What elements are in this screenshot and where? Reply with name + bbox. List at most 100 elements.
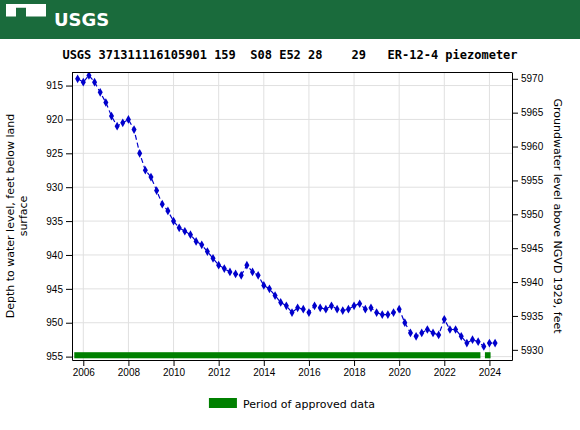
tick-label: 915 [46, 80, 63, 91]
data-point [340, 306, 345, 315]
data-point [301, 305, 306, 314]
data-point [103, 98, 108, 107]
tick-label: 5960 [521, 141, 544, 152]
tick-mark [354, 360, 355, 366]
data-point [357, 299, 362, 308]
data-point [397, 305, 402, 314]
legend-item: Period of approved data [209, 398, 375, 411]
tick-mark [66, 289, 72, 290]
data-point [132, 125, 137, 134]
y-axis-title: Depth to water level, feet below landsur… [4, 114, 30, 319]
tick-label: 2022 [434, 367, 457, 378]
title: USGS 371311116105901 159 S08 E52 28 29 E… [62, 48, 517, 62]
header-bar [0, 0, 580, 39]
data-point [335, 305, 340, 314]
y2-axis: 593059355940594559505955596059655970 [512, 73, 544, 361]
tick-label: 950 [46, 317, 63, 328]
data-point [289, 308, 294, 317]
grid-line-x [218, 72, 219, 360]
tick: 2014 [253, 360, 276, 378]
data-point [211, 254, 216, 263]
tick-mark [66, 255, 72, 256]
x-axis: 2006200820102012201420162018202020222024 [73, 360, 513, 378]
tick-mark [66, 153, 72, 154]
tick-label: 5955 [521, 175, 544, 186]
y-axis: 915920925930935940945950955 [46, 73, 72, 363]
data-point [442, 315, 447, 324]
tick: 5950 [512, 209, 544, 220]
tick-label: 5935 [521, 311, 544, 322]
tick-label: 935 [46, 216, 63, 227]
data-point [436, 331, 441, 340]
data-point [408, 329, 413, 338]
data-point [199, 240, 204, 249]
data-point [92, 78, 97, 87]
tick-label: 5940 [521, 277, 544, 288]
header-icon-wave [6, 8, 46, 35]
data-point [447, 325, 452, 334]
tick-label: 5950 [521, 209, 544, 220]
data-point [233, 270, 238, 279]
tick: 2022 [434, 360, 457, 378]
data-point [256, 271, 261, 280]
tick: 2012 [208, 360, 231, 378]
data-point [182, 227, 187, 236]
data-point [363, 305, 368, 314]
data-point [250, 268, 255, 277]
grid-line-y [72, 288, 512, 289]
data-point [120, 118, 125, 127]
data-point [374, 308, 379, 317]
tick: 2020 [389, 360, 412, 378]
tick: 5945 [512, 243, 544, 254]
tick-mark [66, 86, 72, 87]
data-point [148, 173, 153, 182]
tick-label: 940 [46, 250, 63, 261]
tick: 2016 [298, 360, 321, 378]
approved-band [485, 352, 491, 358]
data-point [239, 271, 244, 280]
data-point [160, 200, 165, 209]
data-point [188, 230, 193, 239]
data-point [493, 339, 498, 348]
header-text: USGS [54, 9, 109, 30]
tick-mark [264, 360, 265, 366]
approved-band [74, 352, 480, 358]
tick: 5955 [512, 175, 544, 186]
data-point [261, 281, 266, 290]
tick-mark [512, 147, 518, 148]
tick: 950 [46, 317, 72, 328]
tick-label: 955 [46, 351, 63, 362]
legend-label: Period of approved data [243, 398, 375, 411]
legend-swatch [209, 398, 237, 408]
grid-line-y [72, 119, 512, 120]
tick: 2008 [118, 360, 141, 378]
data-point [154, 186, 159, 195]
data-point [414, 332, 419, 341]
tick: 5965 [512, 107, 544, 118]
data-point [306, 308, 311, 317]
data-point [380, 310, 385, 319]
tick: 925 [46, 148, 72, 159]
tick-mark [128, 360, 129, 366]
grid-line-x [173, 72, 174, 360]
tick-label: 2010 [163, 367, 186, 378]
data-point [75, 74, 80, 83]
tick-label: 945 [46, 284, 63, 295]
tick: 2018 [343, 360, 366, 378]
tick-label: 5970 [521, 73, 544, 84]
tick-mark [66, 357, 72, 358]
tick-mark [399, 360, 400, 366]
data-point [318, 303, 323, 312]
tick-mark [512, 113, 518, 114]
data-point [431, 329, 436, 338]
tick-mark [309, 360, 310, 366]
data-point [391, 308, 396, 317]
grid-line-x [263, 72, 264, 360]
data-point [143, 166, 148, 175]
data-point [419, 329, 424, 338]
tick-label: 2016 [298, 367, 321, 378]
tick-label: 2008 [118, 367, 141, 378]
tick-mark [512, 180, 518, 181]
data-point [402, 318, 407, 327]
data-point [244, 261, 249, 270]
